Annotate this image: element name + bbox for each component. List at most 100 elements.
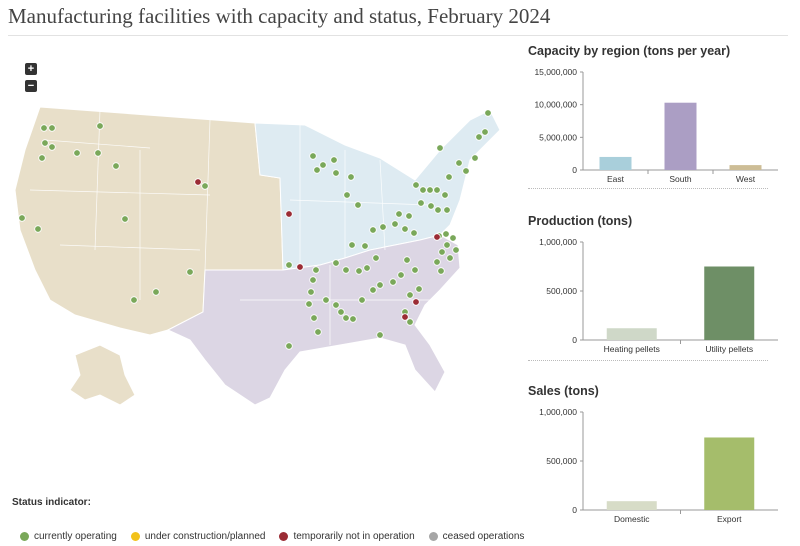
facility-marker[interactable] [436,144,444,152]
facility-marker[interactable] [34,225,42,233]
facility-marker[interactable] [342,314,350,322]
facility-marker[interactable] [475,133,483,141]
facility-marker[interactable] [121,215,129,223]
facility-marker[interactable] [361,242,369,250]
facility-marker[interactable] [376,331,384,339]
facility-marker[interactable] [389,278,397,286]
facility-marker[interactable] [343,191,351,199]
facility-marker[interactable] [412,181,420,189]
bar-south[interactable] [664,102,697,170]
facility-marker[interactable] [376,281,384,289]
facility-marker[interactable] [347,173,355,181]
facility-marker[interactable] [285,261,293,269]
facility-marker[interactable] [438,248,446,256]
facility-marker[interactable] [337,308,345,316]
facility-marker[interactable] [355,267,363,275]
facility-marker[interactable] [40,124,48,132]
facility-marker[interactable] [379,223,387,231]
facility-marker[interactable] [73,149,81,157]
facility-marker[interactable] [433,258,441,266]
bar-west[interactable] [729,165,762,170]
facility-marker[interactable] [354,201,362,209]
facility-marker[interactable] [201,182,209,190]
facility-marker[interactable] [446,254,454,262]
bar-export[interactable] [704,437,755,510]
facility-marker[interactable] [130,296,138,304]
facility-marker[interactable] [452,246,460,254]
facility-marker[interactable] [296,263,304,271]
bar-heating-pellets[interactable] [606,328,657,340]
facility-marker[interactable] [310,314,318,322]
facility-marker[interactable] [332,259,340,267]
facility-marker[interactable] [405,212,413,220]
facility-marker[interactable] [330,156,338,164]
facility-marker[interactable] [443,241,451,249]
facility-marker[interactable] [395,210,403,218]
facility-marker[interactable] [417,199,425,207]
facility-marker[interactable] [332,301,340,309]
facility-marker[interactable] [186,268,194,276]
facility-marker[interactable] [427,202,435,210]
facility-marker[interactable] [342,266,350,274]
facility-marker[interactable] [313,166,321,174]
facility-marker[interactable] [348,241,356,249]
facility-marker[interactable] [319,161,327,169]
facility-marker[interactable] [363,264,371,272]
facility-marker[interactable] [372,254,380,262]
facility-marker[interactable] [322,296,330,304]
facility-marker[interactable] [406,318,414,326]
facility-marker[interactable] [442,230,450,238]
facility-marker[interactable] [403,256,411,264]
facility-marker[interactable] [412,298,420,306]
facility-marker[interactable] [441,191,449,199]
facility-marker[interactable] [443,206,451,214]
facility-marker[interactable] [332,169,340,177]
facility-marker[interactable] [152,288,160,296]
facility-marker[interactable] [309,276,317,284]
facility-marker[interactable] [426,186,434,194]
facility-marker[interactable] [433,233,441,241]
facility-marker[interactable] [96,122,104,130]
facility-marker[interactable] [369,226,377,234]
facility-marker[interactable] [401,313,409,321]
facility-marker[interactable] [112,162,120,170]
facility-marker[interactable] [484,109,492,117]
facility-marker[interactable] [309,152,317,160]
facility-marker[interactable] [369,286,377,294]
bar-domestic[interactable] [606,501,657,510]
facility-marker[interactable] [285,342,293,350]
facility-marker[interactable] [285,210,293,218]
zoom-out-button[interactable]: − [25,80,37,92]
facility-marker[interactable] [358,296,366,304]
map-region-east[interactable] [254,109,501,271]
facility-marker[interactable] [445,173,453,181]
facility-marker[interactable] [48,124,56,132]
zoom-in-button[interactable]: + [25,63,37,75]
facility-marker[interactable] [307,288,315,296]
facility-marker[interactable] [455,159,463,167]
facility-marker[interactable] [433,186,441,194]
facility-marker[interactable] [397,271,405,279]
facility-marker[interactable] [391,220,399,228]
facility-marker[interactable] [314,328,322,336]
facility-marker[interactable] [434,206,442,214]
facility-marker[interactable] [305,300,313,308]
facility-marker[interactable] [419,186,427,194]
facility-marker[interactable] [401,225,409,233]
us-map[interactable] [0,95,520,435]
facility-marker[interactable] [94,149,102,157]
facility-marker[interactable] [462,167,470,175]
facility-marker[interactable] [194,178,202,186]
facility-marker[interactable] [411,266,419,274]
facility-marker[interactable] [415,285,423,293]
bar-east[interactable] [599,156,632,170]
bar-utility-pellets[interactable] [704,266,755,341]
facility-marker[interactable] [41,139,49,147]
facility-marker[interactable] [18,214,26,222]
facility-marker[interactable] [406,291,414,299]
facility-marker[interactable] [312,266,320,274]
facility-marker[interactable] [481,128,489,136]
facility-marker[interactable] [471,154,479,162]
facility-marker[interactable] [437,267,445,275]
facility-marker[interactable] [410,229,418,237]
